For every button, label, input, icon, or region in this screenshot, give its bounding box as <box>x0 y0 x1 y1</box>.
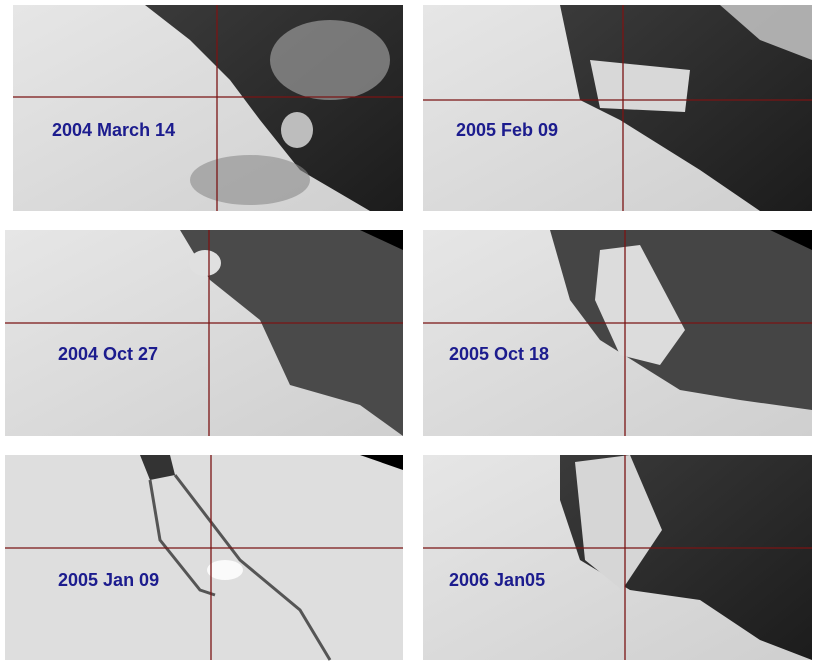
date-label: 2005 Feb 09 <box>456 120 558 140</box>
iceberg <box>189 250 221 276</box>
date-label: 2006 Jan05 <box>449 570 545 590</box>
panel: 2004 Oct 27 <box>5 230 403 436</box>
panel: 2006 Jan05 <box>423 455 812 660</box>
iceberg <box>575 455 662 590</box>
panel: 2004 March 14 <box>13 5 403 211</box>
cloud <box>270 20 390 100</box>
cloud <box>190 155 310 205</box>
iceberg <box>590 60 690 112</box>
date-label: 2004 March 14 <box>52 120 175 140</box>
iceberg <box>207 560 243 580</box>
edge <box>360 455 403 470</box>
iceberg <box>595 245 685 365</box>
date-label: 2005 Oct 18 <box>449 344 549 364</box>
sea-ice <box>180 230 403 436</box>
panel: 2005 Feb 09 <box>423 5 812 211</box>
sea-ice <box>140 455 175 480</box>
image <box>5 455 403 660</box>
date-label: 2004 Oct 27 <box>58 344 158 364</box>
iceberg <box>281 112 313 148</box>
edge <box>770 230 812 250</box>
edge <box>360 230 403 250</box>
panel: 2005 Oct 18 <box>423 230 812 436</box>
panel: 2005 Jan 09 <box>5 455 403 661</box>
crack <box>148 474 332 661</box>
date-label: 2005 Jan 09 <box>58 570 159 590</box>
ice-shelf <box>720 5 812 60</box>
